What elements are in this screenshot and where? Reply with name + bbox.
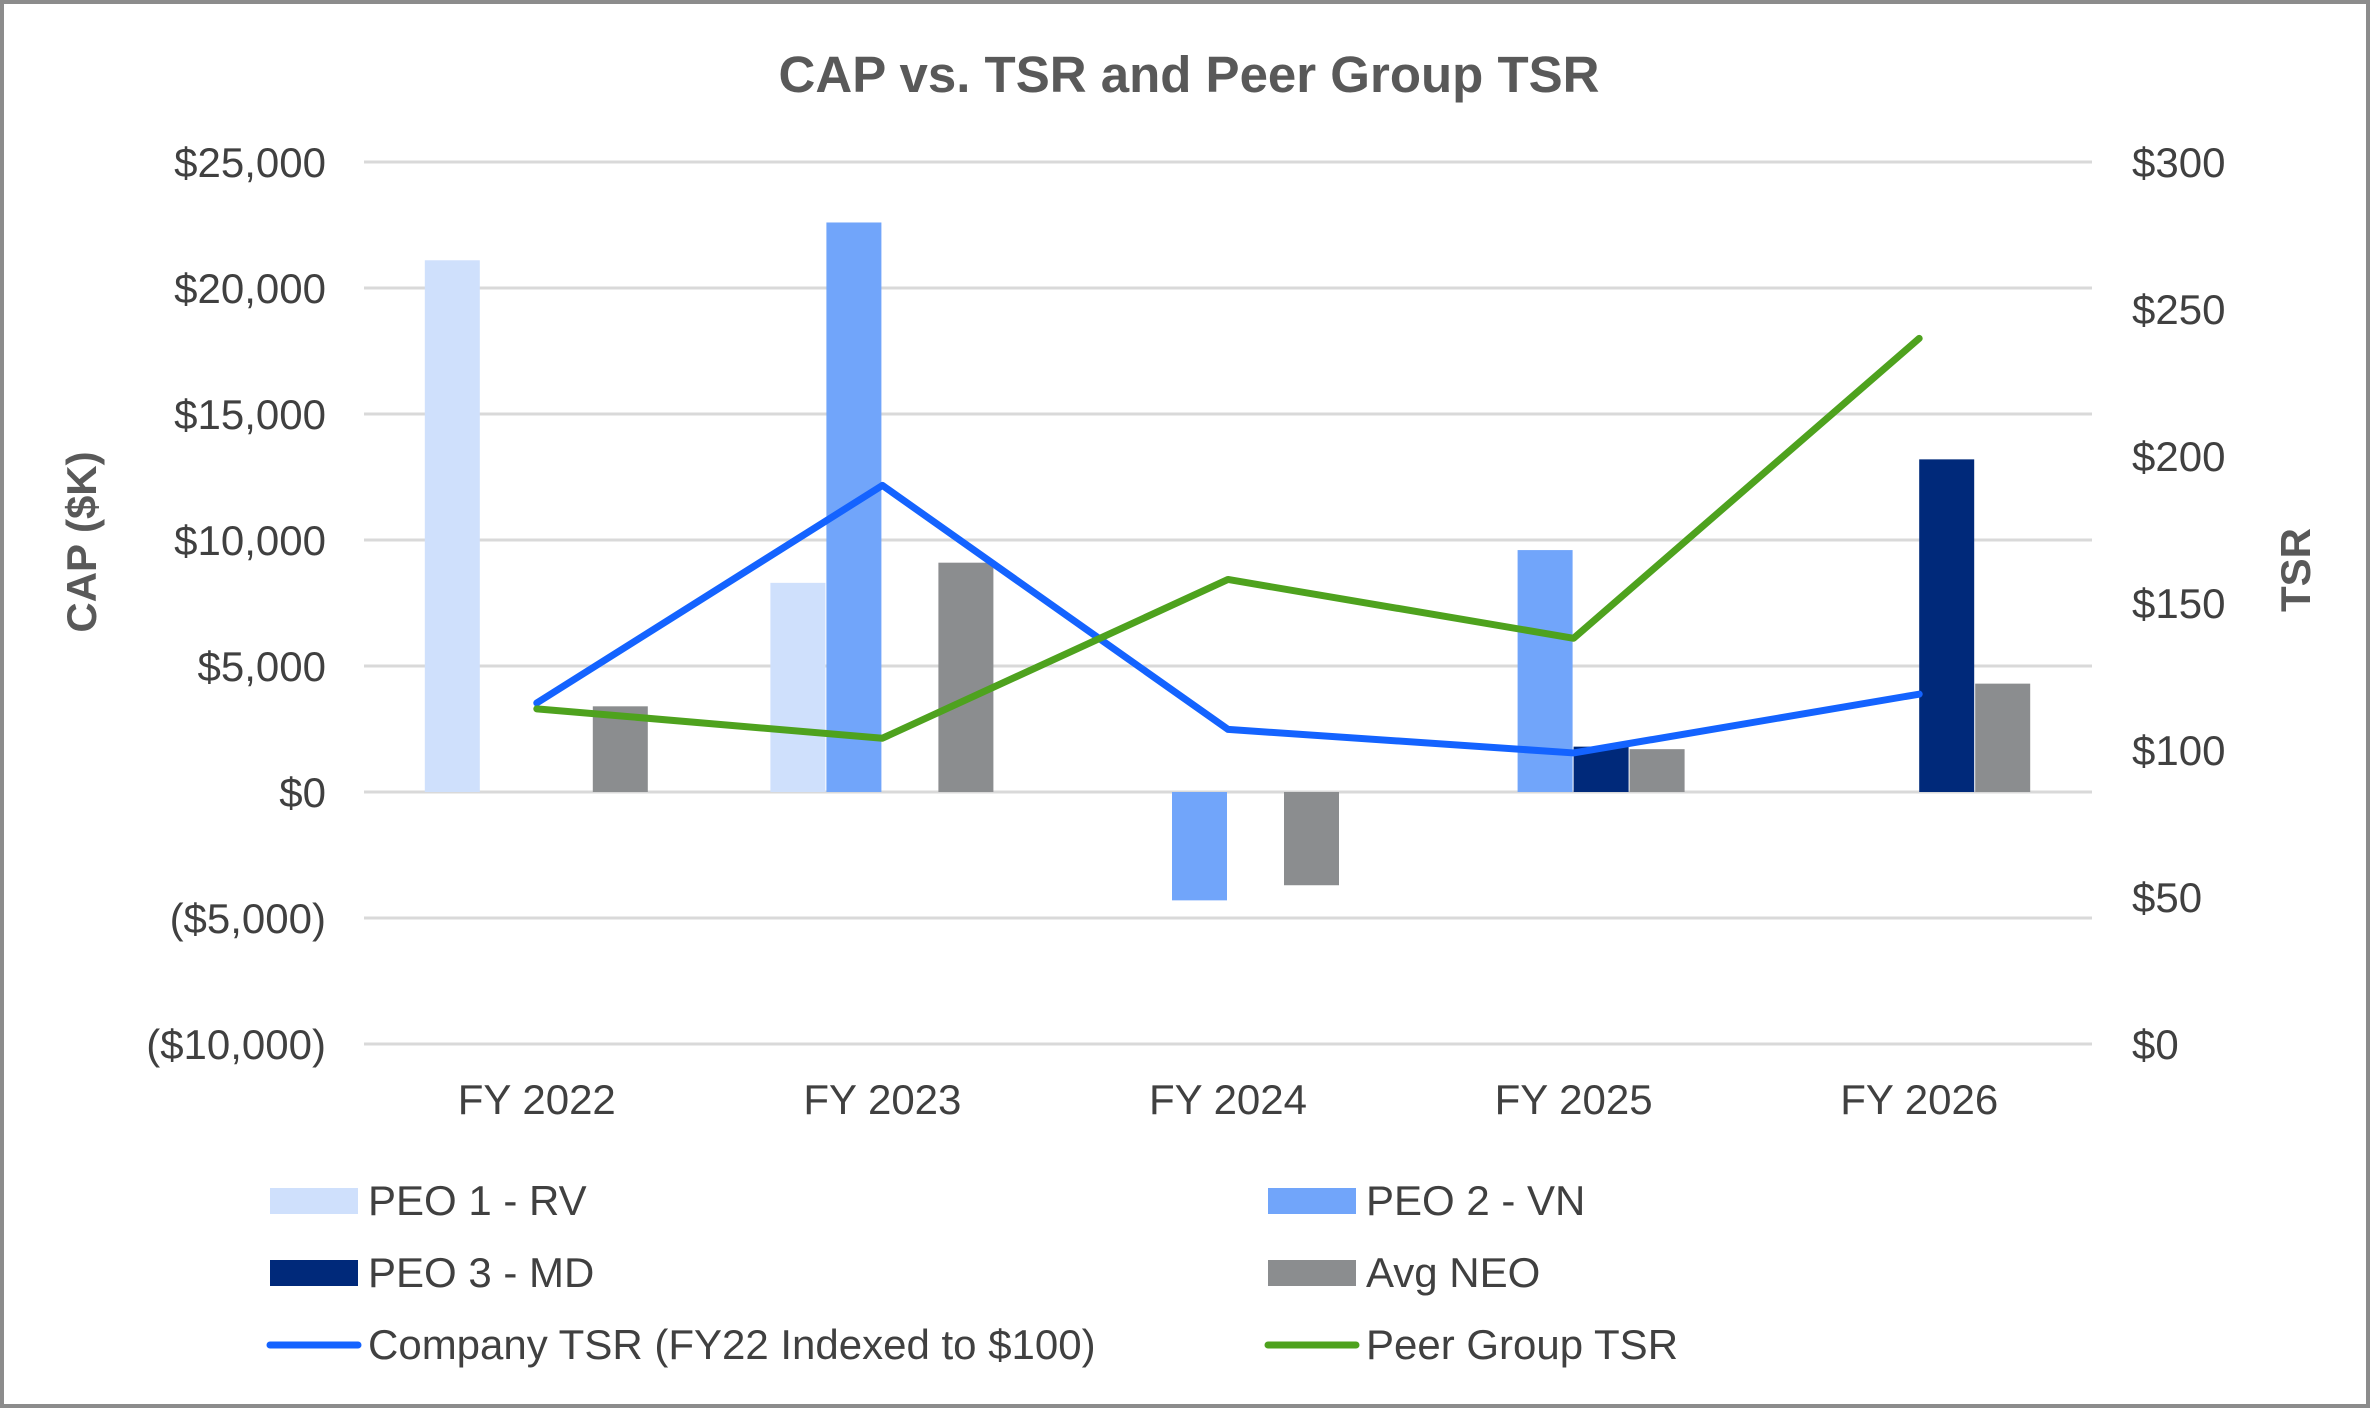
x-tick-label: FY 2026: [1840, 1076, 1998, 1123]
left-tick-label: ($10,000): [146, 1021, 326, 1068]
right-tick-label: $200: [2132, 433, 2225, 480]
left-tick-label: $15,000: [174, 391, 326, 438]
legend-label: PEO 1 - RV: [368, 1177, 587, 1224]
x-axis-ticks: FY 2022 FY 2023 FY 2024 FY 2025 FY 2026: [458, 1076, 1998, 1123]
bar: [770, 582, 826, 792]
right-tick-label: $250: [2132, 286, 2225, 333]
legend-label: PEO 2 - VN: [1366, 1177, 1585, 1224]
bar: [1919, 459, 1975, 792]
bar: [1172, 792, 1227, 901]
right-axis-ticks: $300 $250 $200 $150 $100 $50 $0: [2132, 139, 2225, 1068]
bar: [938, 562, 994, 792]
left-tick-label: ($5,000): [170, 895, 326, 942]
x-tick-label: FY 2025: [1495, 1076, 1653, 1123]
left-tick-label: $25,000: [174, 139, 326, 186]
x-tick-label: FY 2023: [803, 1076, 961, 1123]
right-axis-title: TSR: [2272, 528, 2319, 612]
legend-swatch: [270, 1188, 358, 1214]
bars: [424, 222, 2031, 901]
right-tick-label: $0: [2132, 1021, 2179, 1068]
left-tick-label: $10,000: [174, 517, 326, 564]
right-tick-label: $300: [2132, 139, 2225, 186]
bar: [1284, 792, 1339, 886]
lines: [533, 334, 1923, 757]
series-line: [533, 481, 1923, 757]
legend-label: Avg NEO: [1366, 1249, 1540, 1296]
left-axis-title: CAP ($K): [58, 451, 105, 632]
left-tick-label: $0: [279, 769, 326, 816]
legend-swatch: [270, 1260, 358, 1286]
bar: [1629, 749, 1685, 792]
left-tick-label: $5,000: [198, 643, 326, 690]
series-line: [533, 334, 1923, 742]
chart-title: CAP vs. TSR and Peer Group TSR: [779, 46, 1600, 103]
left-tick-label: $20,000: [174, 265, 326, 312]
cap-vs-tsr-chart: CAP vs. TSR and Peer Group TSR $25,000$2…: [58, 46, 2319, 1368]
legend-label: Company TSR (FY22 Indexed to $100): [368, 1321, 1096, 1368]
right-tick-label: $150: [2132, 580, 2225, 627]
legend-label: PEO 3 - MD: [368, 1249, 594, 1296]
left-axis-ticks: $25,000 $20,000 $15,000 $10,000 $5,000 $0 ($5,…: [146, 139, 326, 1068]
x-tick-label: FY 2022: [458, 1076, 616, 1123]
right-tick-label: $100: [2132, 727, 2225, 774]
legend: PEO 1 - RV PEO 2 - VN PEO 3 - MD Avg NEO Com…: [266, 1177, 1678, 1368]
bar: [424, 260, 480, 792]
x-tick-label: FY 2024: [1149, 1076, 1307, 1123]
bar: [1975, 683, 2031, 792]
legend-label: Peer Group TSR: [1366, 1321, 1678, 1368]
gridlines: [364, 160, 2092, 1046]
legend-swatch: [1268, 1260, 1356, 1286]
legend-swatch: [1268, 1188, 1356, 1214]
right-tick-label: $50: [2132, 874, 2202, 921]
